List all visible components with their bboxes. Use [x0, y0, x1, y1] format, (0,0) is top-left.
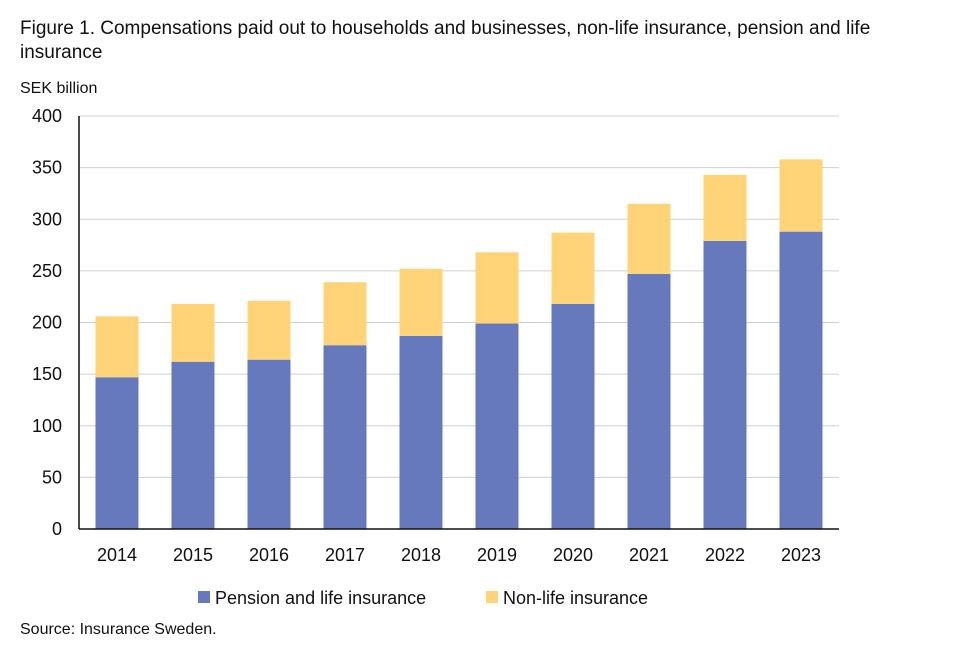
x-tick-label: 2018	[401, 545, 441, 565]
legend-swatch	[486, 591, 498, 603]
x-tick-label: 2017	[325, 545, 365, 565]
y-tick-label: 150	[32, 364, 62, 384]
y-tick-label: 250	[32, 261, 62, 281]
source-note: Source: Insurance Sweden.	[20, 621, 217, 638]
y-axis-label: SEK billion	[20, 80, 98, 97]
x-tick-label: 2014	[97, 545, 137, 565]
bar-non-life-insurance-2018	[399, 268, 443, 336]
y-tick-label: 400	[32, 106, 62, 126]
chart-title: Figure 1. Compensations paid out to hous…	[20, 18, 871, 63]
x-tick-label: 2021	[629, 545, 669, 565]
bar-pension-and-life-insurance-2015	[171, 361, 215, 529]
x-tick-label: 2023	[781, 545, 821, 565]
y-tick-label: 100	[32, 416, 62, 436]
bar-non-life-insurance-2017	[323, 282, 367, 346]
bar-non-life-insurance-2015	[171, 303, 215, 362]
legend-swatch	[198, 591, 210, 603]
y-tick-label: 300	[32, 209, 62, 229]
bar-pension-and-life-insurance-2020	[551, 303, 595, 529]
bar-non-life-insurance-2023	[779, 159, 823, 232]
y-tick-label: 350	[32, 158, 62, 178]
x-tick-label: 2016	[249, 545, 289, 565]
bar-non-life-insurance-2019	[475, 252, 519, 324]
bar-non-life-insurance-2021	[627, 203, 671, 274]
bar-pension-and-life-insurance-2018	[399, 335, 443, 529]
bar-non-life-insurance-2014	[95, 316, 139, 378]
bar-pension-and-life-insurance-2016	[247, 359, 291, 529]
bar-non-life-insurance-2016	[247, 300, 291, 360]
bar-pension-and-life-insurance-2022	[703, 240, 747, 529]
bar-pension-and-life-insurance-2021	[627, 273, 671, 529]
y-tick-label: 200	[32, 313, 62, 333]
x-tick-label: 2020	[553, 545, 593, 565]
legend-label: Non-life insurance	[503, 588, 648, 608]
x-tick-label: 2022	[705, 545, 745, 565]
bar-pension-and-life-insurance-2023	[779, 231, 823, 529]
bar-pension-and-life-insurance-2017	[323, 345, 367, 529]
x-tick-label: 2015	[173, 545, 213, 565]
x-tick-label: 2019	[477, 545, 517, 565]
bar-non-life-insurance-2022	[703, 174, 747, 241]
bar-non-life-insurance-2020	[551, 232, 595, 304]
bar-pension-and-life-insurance-2019	[475, 323, 519, 529]
y-tick-label: 50	[42, 467, 62, 487]
legend-label: Pension and life insurance	[215, 588, 426, 608]
bar-pension-and-life-insurance-2014	[95, 377, 139, 529]
y-tick-label: 0	[52, 519, 62, 539]
